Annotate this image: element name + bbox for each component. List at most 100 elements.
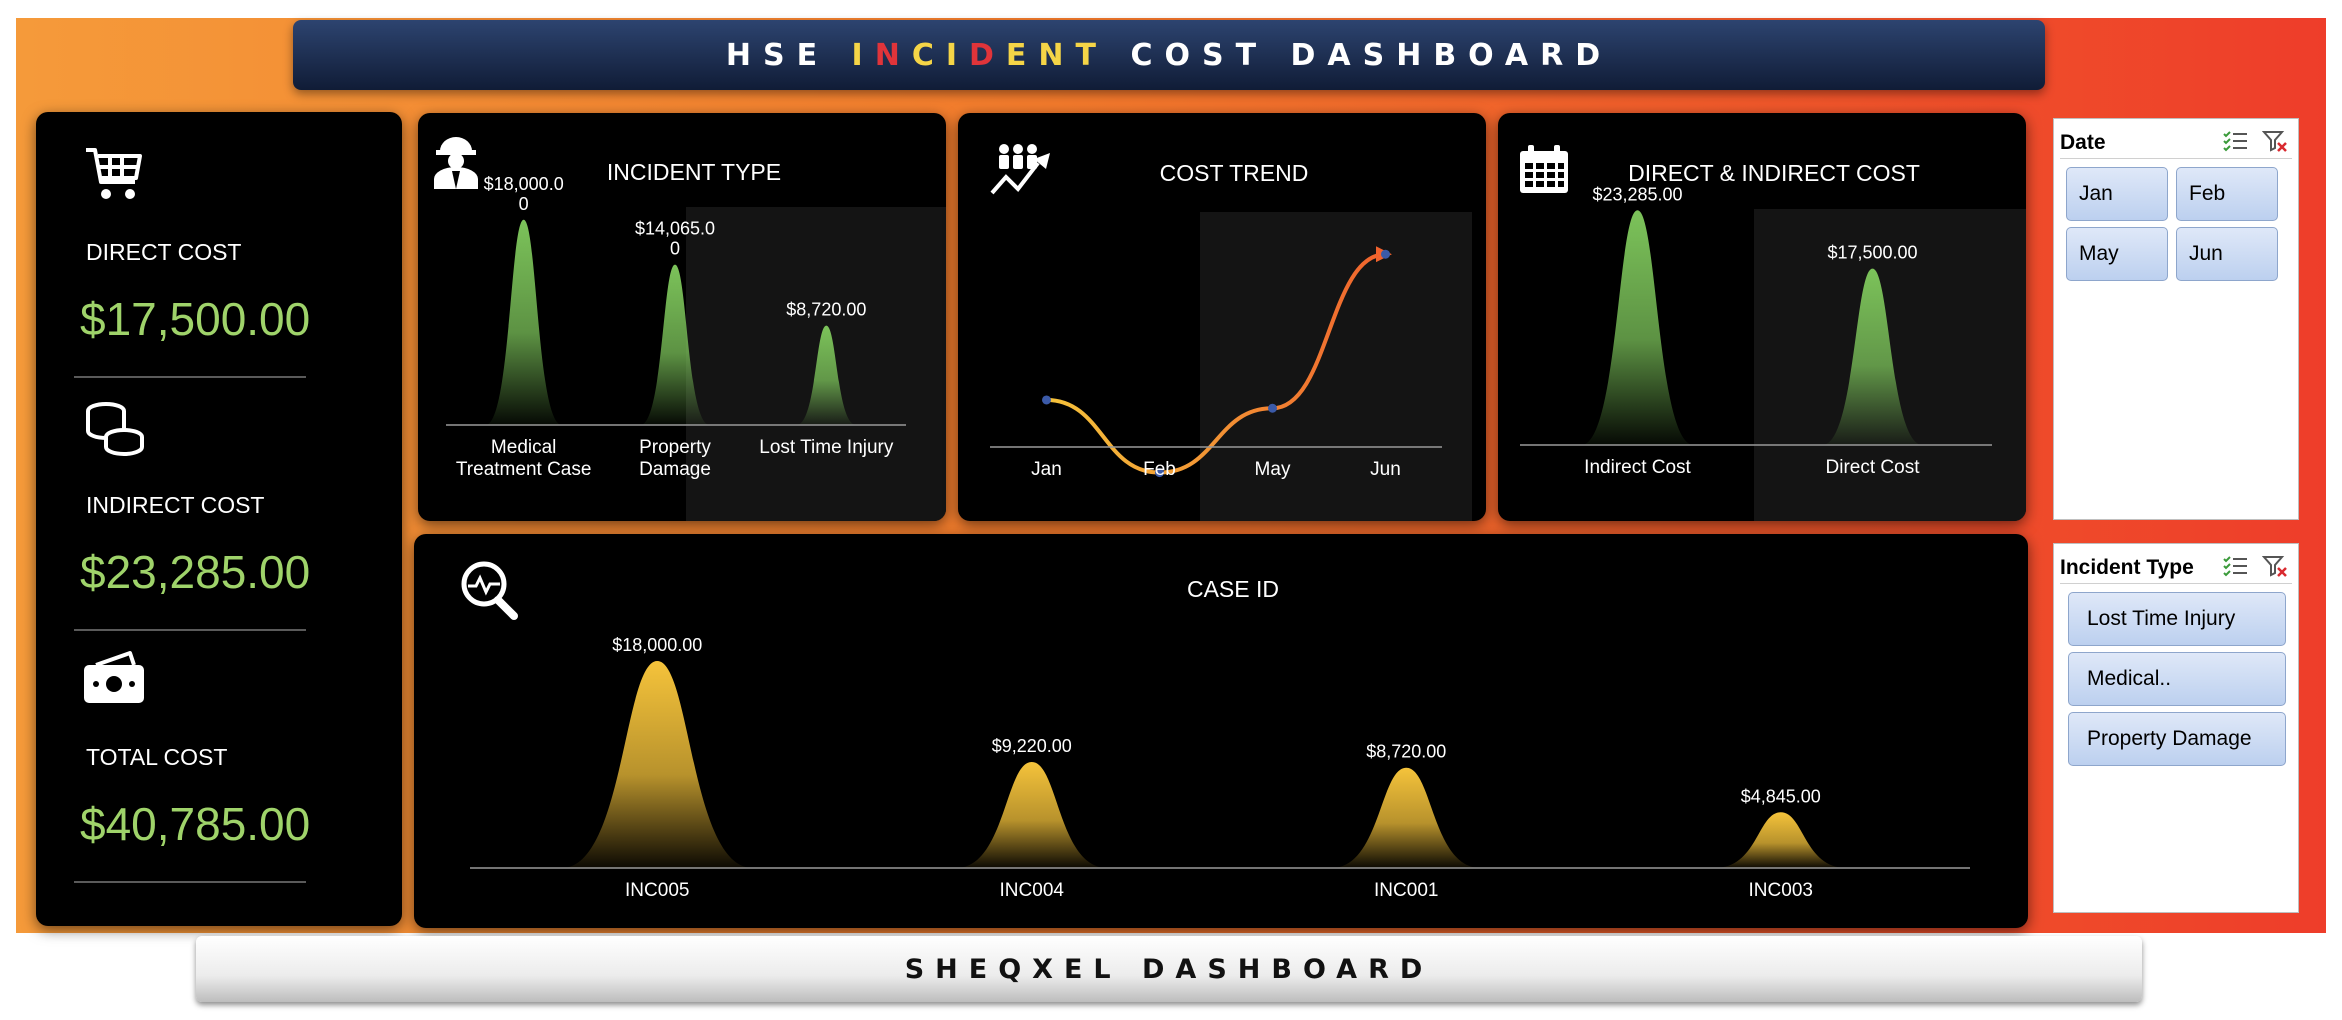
calendar-icon <box>1520 145 1568 193</box>
data-label: $17,500.00 <box>1827 243 1917 263</box>
category-label: Treatment Case <box>456 459 592 480</box>
plot-area-shade <box>1200 212 1472 521</box>
category-label: Direct Cost <box>1826 457 1921 478</box>
cost-trend-chart-panel: COST TREND Jan Feb May Jun <box>958 113 1486 521</box>
divider <box>74 376 306 378</box>
multi-select-icon[interactable] <box>2222 554 2248 578</box>
incident-slicer-item-medical[interactable]: Medical.. <box>2068 652 2286 706</box>
title-segment: COST DASHBOARD <box>1108 37 1613 73</box>
direct-indirect-title: DIRECT & INDIRECT COST <box>1628 160 1920 186</box>
data-label: $8,720.00 <box>1366 742 1446 762</box>
slicer-header: Incident Type <box>2060 550 2292 584</box>
total-cost-value: $40,785.00 <box>80 798 311 850</box>
kpi-panel: DIRECT COST $17,500.00 INDIRECT COST $23… <box>36 112 402 926</box>
data-label: $18,000.00 <box>612 635 702 655</box>
peak-mark <box>561 661 753 868</box>
clear-filter-icon[interactable] <box>2262 554 2288 578</box>
category-label: Damage <box>639 459 711 480</box>
plot-area-shade <box>686 207 946 521</box>
multi-select-icon[interactable] <box>2222 129 2248 153</box>
data-label: $18,000.0 <box>484 174 564 194</box>
trend-line <box>1046 246 1392 475</box>
case-id-chart-panel: CASE ID $18,000.00 INC005 $9,220.00 INC004 $… <box>414 534 2028 928</box>
cost-trend-title: COST TREND <box>1159 160 1309 186</box>
direct-cost-value: $17,500.00 <box>80 293 311 345</box>
date-slicer-item-feb[interactable]: Feb <box>2176 167 2278 221</box>
date-slicer: Date Jan Feb May Jun <box>2053 118 2299 520</box>
title-segment: I <box>851 37 875 73</box>
title-segment: T <box>1075 37 1108 73</box>
peak-mark <box>1581 210 1694 445</box>
indirect-cost-value: $23,285.00 <box>80 546 311 598</box>
shopping-cart-icon <box>86 148 142 199</box>
title-segment: N <box>874 37 912 73</box>
data-label: $14,065.0 <box>635 219 715 239</box>
title-segment: E <box>1005 37 1039 73</box>
data-label: $8,720.00 <box>786 300 866 320</box>
category-label: May <box>1255 459 1291 480</box>
date-slicer-item-jan[interactable]: Jan <box>2066 167 2168 221</box>
category-label: Jan <box>1031 459 1062 480</box>
category-label: Feb <box>1143 459 1176 480</box>
category-label: Lost Time Injury <box>759 437 894 458</box>
category-label: INC004 <box>1000 880 1065 901</box>
total-cost-label: TOTAL COST <box>86 744 228 770</box>
money-icon <box>84 651 144 703</box>
title-segment: HSE <box>725 37 852 73</box>
direct-indirect-chart: $23,285.00 Indirect Cost $17,500.00 Direct … <box>1520 184 2026 521</box>
clear-filter-icon[interactable] <box>2262 129 2288 153</box>
title-segment: I <box>945 37 970 73</box>
category-label: Property <box>639 437 711 458</box>
incident-type-chart-panel: INCIDENT TYPE $18,000.0 0 Medical Treatment… <box>418 113 946 521</box>
footer-title: SHEQXEL DASHBOARD <box>196 936 2142 1002</box>
case-id-title: CASE ID <box>1186 576 1280 602</box>
category-label: INC001 <box>1374 880 1438 901</box>
category-label: Jun <box>1370 459 1401 480</box>
peak-mark <box>796 325 857 425</box>
peak-mark <box>956 761 1108 868</box>
category-label: Indirect Cost <box>1584 457 1691 478</box>
peak-mark <box>485 219 562 425</box>
divider <box>74 629 306 631</box>
cost-trend-chart: Jan Feb May Jun <box>990 212 1472 521</box>
indirect-cost-label: INDIRECT COST <box>86 492 265 518</box>
trend-point <box>1381 249 1390 259</box>
data-label: $23,285.00 <box>1592 184 1682 204</box>
incident-type-title: INCIDENT TYPE <box>606 159 782 185</box>
title-segment: D <box>969 37 1006 73</box>
incident-type-slicer-title: Incident Type <box>2060 556 2194 579</box>
incident-slicer-item-lost-time-injury[interactable]: Lost Time Injury <box>2068 592 2286 646</box>
trend-point <box>1268 403 1277 413</box>
peak-mark <box>640 264 710 425</box>
direct-cost-label: DIRECT COST <box>86 239 242 265</box>
incident-slicer-item-property-damage[interactable]: Property Damage <box>2068 712 2286 766</box>
category-label: INC003 <box>1749 880 1813 901</box>
peak-mark <box>1331 767 1481 868</box>
category-label: Medical <box>491 437 556 458</box>
incident-type-slicer: Incident Type Lost Time Injury Medical..… <box>2053 543 2299 913</box>
title-segment: N <box>1038 37 1076 73</box>
data-label: 0 <box>670 239 680 259</box>
title-segment: C <box>911 37 946 73</box>
data-label: $9,220.00 <box>992 736 1072 756</box>
data-label: $4,845.00 <box>1741 786 1821 806</box>
search-pulse-icon <box>461 561 518 620</box>
direct-indirect-chart-panel: DIRECT & INDIRECT COST $23,285.00 Indirec… <box>1498 113 2026 521</box>
divider <box>74 881 306 883</box>
coins-icon <box>86 402 144 456</box>
slicer-header: Date <box>2060 125 2292 159</box>
category-label: INC005 <box>625 880 689 901</box>
peak-mark <box>1822 268 1923 445</box>
peak-mark <box>1714 812 1847 868</box>
date-slicer-item-jun[interactable]: Jun <box>2176 227 2278 281</box>
data-label: 0 <box>519 194 529 214</box>
date-slicer-item-may[interactable]: May <box>2066 227 2168 281</box>
trend-people-icon <box>990 144 1050 195</box>
trend-point <box>1042 395 1051 405</box>
case-id-chart: $18,000.00 INC005 $9,220.00 INC004 $8,720.00… <box>470 635 1970 901</box>
worker-icon <box>434 137 478 189</box>
trend-point <box>1155 468 1164 478</box>
date-slicer-title: Date <box>2060 131 2106 154</box>
